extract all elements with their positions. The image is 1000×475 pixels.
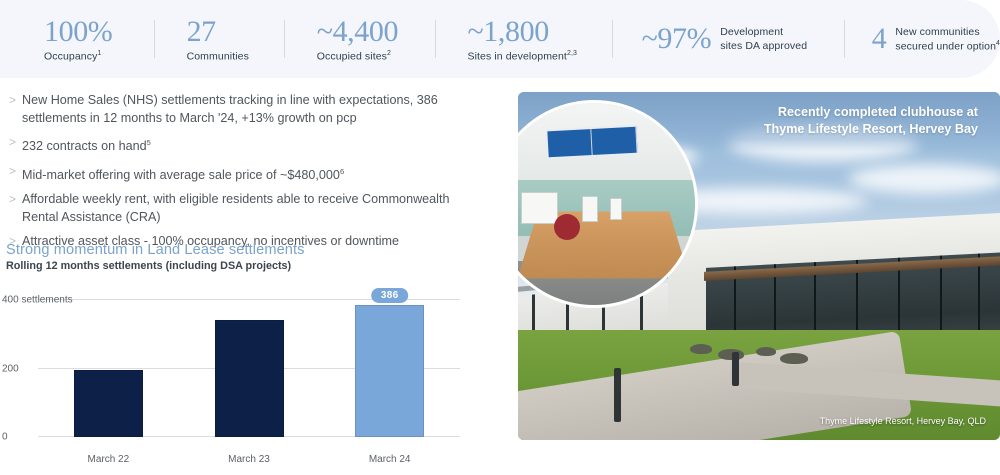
x-axis-tick-label: March 22: [87, 454, 130, 465]
cloud: [848, 164, 1000, 194]
kpi-sites-in-development: ~1,800 Sites in development2,3: [467, 14, 577, 63]
kpi-label-text: Communities: [186, 50, 249, 63]
chevron-right-icon: >: [9, 192, 17, 207]
photo-title-line2: Thyme Lifestyle Resort, Hervey Bay: [763, 122, 978, 136]
left-column: > New Home Sales (NHS) settlements track…: [0, 92, 500, 465]
kpi-divider: [434, 20, 436, 58]
photo-title-line1: Recently completed clubhouse at: [777, 105, 978, 119]
photo-caption: Thyme Lifestyle Resort, Hervey Bay, QLD: [819, 416, 986, 426]
kpi-footnote-marker: 4: [996, 39, 1000, 47]
kpi-label: Communities: [187, 50, 249, 63]
screen-panel: [591, 126, 638, 156]
list-item: > Affordable weekly rent, with eligible …: [6, 191, 500, 226]
chart-bar: [73, 369, 143, 437]
kpi-label: Development sites DA approved: [720, 25, 808, 52]
list-item-label: Attractive asset class - 100% occupancy,…: [22, 234, 400, 249]
kpi-divider: [843, 20, 845, 58]
x-axis-tick-label: March 24: [368, 454, 411, 465]
kpi-label: New communities secured under option4: [895, 25, 1000, 53]
kpi-band: 100% Occupancy1 27 Communities ~4,400 Oc…: [0, 0, 1000, 78]
list-item: > Mid-market offering with average sale …: [6, 163, 500, 185]
list-item-text: 232 contracts on hand5: [22, 134, 151, 156]
kpi-value: ~97%: [641, 22, 712, 56]
list-item: > New Home Sales (NHS) settlements track…: [6, 92, 500, 127]
chevron-right-icon: >: [9, 135, 17, 149]
chevron-right-icon: >: [9, 93, 17, 107]
kpi-footnote-marker: 2,3: [566, 50, 577, 57]
kpi-divider: [612, 20, 613, 58]
list-item-text: New Home Sales (NHS) settlements trackin…: [22, 92, 484, 127]
bullet-list: > New Home Sales (NHS) settlements track…: [0, 92, 500, 251]
list-item: > 232 contracts on hand5: [6, 134, 500, 156]
clubhouse-photo: Recently completed clubhouse at Thyme Li…: [518, 92, 1000, 440]
kpi-label-text: Occupancy: [44, 50, 98, 63]
kpi-list: 100% Occupancy1 27 Communities ~4,400 Oc…: [0, 14, 1000, 63]
x-axis-tick-label: March 23: [228, 454, 270, 465]
settlements-chart: Strong momentum in Land Lease settlement…: [0, 242, 470, 475]
y-axis-tick-label: 200: [2, 363, 19, 374]
kpi-divider: [153, 20, 155, 58]
kpi-value: 27: [186, 14, 217, 48]
landscape-rock: [690, 344, 712, 354]
chart-bar: [355, 304, 425, 437]
kpi-occupied-sites: ~4,400 Occupied sites2: [316, 14, 399, 63]
gridline: [38, 299, 460, 300]
kpi-footnote-marker: 1: [97, 50, 102, 57]
wall-picture-frame: [610, 197, 623, 221]
kpi-value: ~4,400: [316, 14, 399, 48]
chart-subtitle: Rolling 12 months settlements (including…: [6, 260, 292, 272]
chart-bar: [214, 319, 284, 437]
kpi-label-text: Sites in development: [467, 50, 567, 63]
bowling-ball-return: [553, 214, 580, 241]
kpi-value: 100%: [44, 14, 113, 48]
kpi-value: 4: [871, 22, 887, 56]
list-item-text: Affordable weekly rent, with eligible re…: [22, 191, 484, 226]
chart-plot-area: 0 200 400 settlements March 22 March 23 386 Ma…: [0, 287, 470, 475]
chart-title: Strong momentum in Land Lease settlement…: [6, 242, 305, 258]
kpi-occupancy: 100% Occupancy1: [44, 14, 113, 63]
screen-panel: [546, 129, 593, 158]
kpi-label: Occupied sites2: [317, 50, 391, 63]
path-bollard: [614, 368, 621, 422]
list-item-text: Attractive asset class - 100% occupancy,…: [22, 233, 399, 251]
list-item-label: Mid-market offering with average sale pr…: [22, 167, 340, 182]
list-item: > Attractive asset class - 100% occupanc…: [6, 233, 500, 251]
footnote-marker: 6: [339, 166, 345, 176]
kpi-da-approved: ~97% Development sites DA approved: [642, 23, 808, 55]
chevron-right-icon: >: [9, 163, 17, 178]
bowling-alley-inset-photo: [518, 100, 698, 308]
kpi-label-text: Occupied sites: [316, 50, 387, 63]
list-item-label: Affordable weekly rent, with eligible re…: [22, 192, 450, 224]
kpi-value: ~1,800: [467, 14, 549, 48]
landscape-rock: [718, 349, 744, 360]
wall-picture-frame: [581, 195, 599, 223]
list-item-label: New Home Sales (NHS) settlements trackin…: [22, 93, 438, 125]
kpi-divider: [284, 20, 285, 58]
kpi-new-communities: 4 New communities secured under option4: [872, 23, 1000, 55]
y-axis-tick-label: 400 settlements: [2, 294, 73, 306]
scoreboard-screen: [544, 124, 640, 160]
kpi-communities: 27 Communities: [186, 14, 249, 63]
list-item-text: Mid-market offering with average sale pr…: [22, 163, 344, 185]
landscape-rock: [780, 353, 808, 364]
kpi-label: Occupancy1: [44, 50, 101, 63]
kpi-label: Sites in development2,3: [467, 50, 577, 63]
kpi-footnote-marker: 2: [387, 50, 391, 57]
list-item-label: 232 contracts on hand: [22, 139, 147, 154]
bar-value-label: 386: [370, 287, 409, 303]
footnote-marker: 5: [146, 138, 151, 147]
y-axis-tick-label: 0: [2, 431, 8, 443]
landscape-rock: [756, 347, 776, 356]
chevron-right-icon: >: [9, 234, 17, 249]
wall-picture-frame: [521, 191, 558, 225]
path-bollard: [732, 352, 739, 386]
